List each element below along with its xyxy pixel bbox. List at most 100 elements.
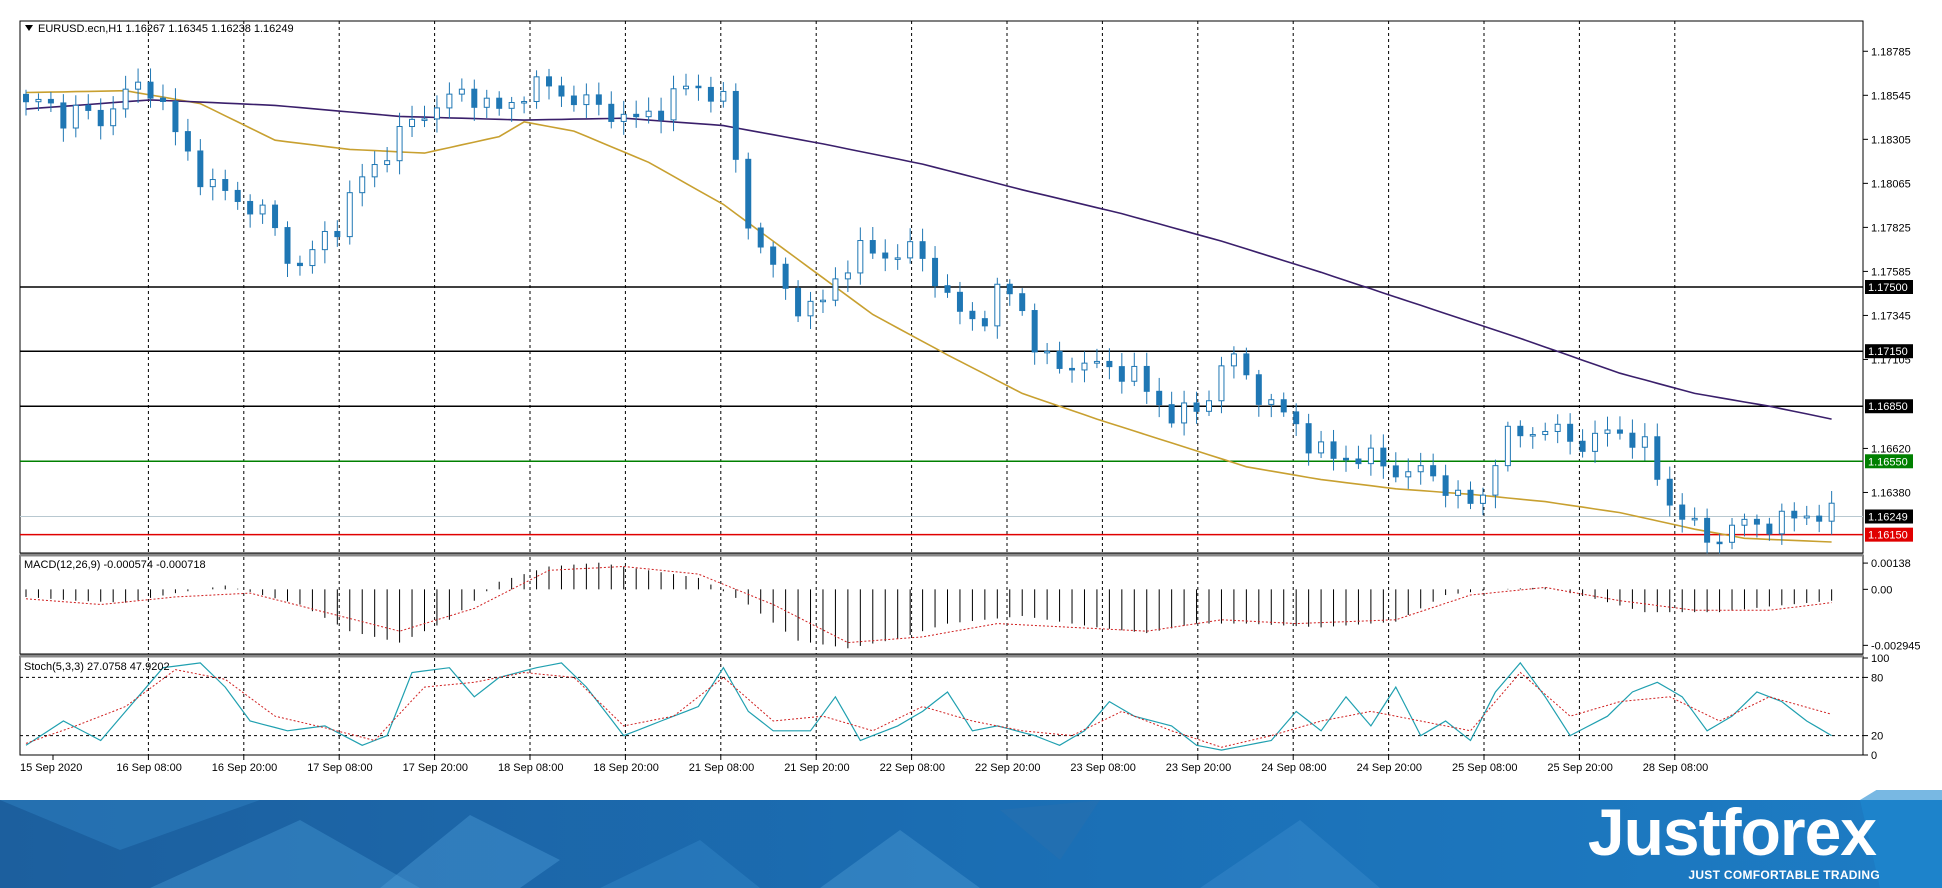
candle-body <box>633 113 640 118</box>
stoch-signal-line <box>25 669 1832 748</box>
candle-body <box>782 263 789 289</box>
candle-body <box>1293 411 1300 425</box>
candle-body <box>1206 400 1213 412</box>
candle-body <box>1044 350 1051 354</box>
level-label-box <box>1865 509 1913 524</box>
time-label: 24 Sep 08:00 <box>1261 762 1326 774</box>
candle-body <box>1342 457 1349 461</box>
brand-logo: Justforex <box>1587 795 1877 869</box>
candle-body <box>1691 517 1698 521</box>
brand-footer: Justforex JUST COMFORTABLE TRADING <box>0 790 1942 888</box>
candle-body <box>1280 399 1287 413</box>
macd-tick-label: -0.002945 <box>1871 640 1921 652</box>
candle-body <box>770 246 777 265</box>
level-label: 1.16150 <box>1868 530 1908 542</box>
candle-body <box>807 300 814 317</box>
level-label: 1.17500 <box>1868 282 1908 294</box>
candle-body <box>558 85 565 97</box>
candle-body <box>110 108 117 127</box>
ma100-line <box>25 99 1832 420</box>
candle-body <box>384 160 391 166</box>
price-tick-label: 1.18065 <box>1871 178 1911 190</box>
candle-body <box>981 318 988 327</box>
candle-body <box>1019 293 1026 312</box>
candle-body <box>135 81 142 90</box>
chart-canvas: 1.18785 1.18545 1.18305 1.18065 1.17825 1.175… <box>0 0 1942 790</box>
level-label: 1.17150 <box>1868 346 1908 358</box>
candle-body <box>583 94 590 106</box>
candle-body <box>172 100 179 133</box>
candle-body <box>1430 465 1437 477</box>
candle-body <box>222 179 229 191</box>
candle-body <box>1492 465 1499 496</box>
stoch-label: Stoch(5,3,3) 27.0758 47.9202 <box>24 661 170 673</box>
candle-body <box>994 283 1001 327</box>
stoch-axis: 100 80 20 0 <box>1863 653 1889 762</box>
candle-body <box>1392 465 1399 478</box>
macd-signal-line <box>25 565 1832 644</box>
candle-body <box>1828 502 1835 522</box>
candle-body <box>620 113 627 122</box>
time-label: 21 Sep 08:00 <box>689 762 754 774</box>
candle-body <box>1766 523 1773 535</box>
candle-body <box>72 104 79 129</box>
candle-body <box>944 285 951 293</box>
candle-body <box>1131 365 1138 382</box>
level-label-box <box>1865 527 1913 542</box>
candle-body <box>1791 510 1798 519</box>
candle-body <box>1529 434 1536 437</box>
candle-body <box>956 291 963 312</box>
footer-background <box>0 790 1942 888</box>
candle-body <box>1218 365 1225 402</box>
symbol-header: EURUSD.ecn,H1 1.16267 1.16345 1.16238 1.… <box>38 23 294 35</box>
candle-body <box>595 94 602 105</box>
candle-body <box>670 88 677 121</box>
candle-body <box>1579 440 1586 452</box>
candle-body <box>1243 353 1250 376</box>
time-label: 23 Sep 08:00 <box>1070 762 1135 774</box>
candle-body <box>1355 458 1362 465</box>
candle-body <box>1093 360 1100 364</box>
candle-body <box>1455 489 1462 496</box>
candle-body <box>857 240 864 274</box>
candle-body <box>732 90 739 160</box>
time-label: 28 Sep 08:00 <box>1643 762 1708 774</box>
triangle-down-icon[interactable] <box>25 25 33 31</box>
candle-body <box>97 109 104 127</box>
candle-body <box>396 126 403 162</box>
candle-body <box>496 97 503 109</box>
candle-body <box>533 76 540 103</box>
time-label: 22 Sep 20:00 <box>975 762 1040 774</box>
stoch-main-line <box>25 661 1832 751</box>
candle-body <box>1255 374 1262 405</box>
stoch-lines <box>25 661 1832 751</box>
price-tick-label: 1.18305 <box>1871 134 1911 146</box>
candle-body <box>819 299 826 303</box>
candle-body <box>85 104 92 111</box>
candle-body <box>433 107 440 120</box>
price-tick-label: 1.16620 <box>1871 443 1911 455</box>
price-tick-label: 1.17585 <box>1871 266 1911 278</box>
price-tick-label: 1.18545 <box>1871 90 1911 102</box>
candle-body <box>570 95 577 106</box>
time-axis: 15 Sep 2020 16 Sep 08:00 16 Sep 20:00 17 Se… <box>20 755 1708 774</box>
candle-body <box>1803 515 1810 519</box>
macd-axis: 0.00138 0.00 -0.002945 <box>1863 558 1921 652</box>
candle-body <box>1604 429 1611 434</box>
candle-body <box>296 262 303 267</box>
candle-body <box>757 227 764 248</box>
candle-body <box>1753 518 1760 525</box>
candle-body <box>334 230 341 238</box>
time-label: 16 Sep 08:00 <box>116 762 181 774</box>
level-label-box <box>1865 454 1913 469</box>
chart-background <box>0 0 1942 790</box>
candle-body <box>446 93 453 109</box>
candle-body <box>832 278 839 301</box>
candle-body <box>707 86 714 102</box>
stoch-tick-label: 0 <box>1871 750 1877 762</box>
candle-body <box>1031 310 1038 353</box>
candle-body <box>1143 365 1150 392</box>
candle-body <box>1168 404 1175 424</box>
candle-body <box>1405 471 1412 478</box>
time-label: 18 Sep 08:00 <box>498 762 563 774</box>
